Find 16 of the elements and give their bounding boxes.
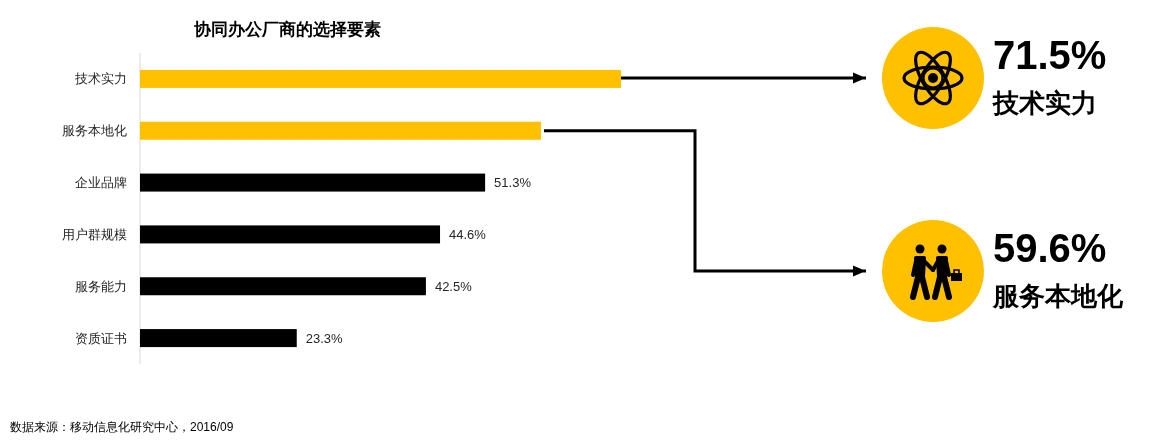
data-label: 44.6%: [449, 226, 487, 242]
data-label: 51.3%: [494, 175, 532, 191]
y-tick-label: 服务能力: [75, 278, 127, 294]
y-tick-label: 用户群规模: [62, 226, 127, 242]
y-tick-label: 资质证书: [75, 330, 127, 346]
category-label: 服务本地化: [993, 281, 1123, 311]
text: 59.6%: [993, 226, 1107, 270]
y-tick-label: 服务本地化: [62, 123, 127, 139]
data-label: 23.3%: [305, 330, 344, 346]
chart-title: 协同办公厂商的选择要素: [192, 19, 381, 39]
source-note: 数据来源：移动信息化研究中心，2016/09: [10, 420, 234, 434]
category-label: 技术实力: [993, 88, 1097, 118]
y-tick-label: 企业品牌: [75, 175, 127, 191]
y-tick-label: 技术实力: [74, 71, 127, 87]
data-label: 42.5%: [434, 278, 473, 294]
text: 71.5%: [993, 33, 1107, 77]
